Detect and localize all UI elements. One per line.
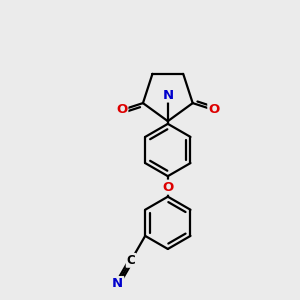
Text: O: O xyxy=(208,103,220,116)
Text: O: O xyxy=(116,103,128,116)
Text: C: C xyxy=(127,254,135,267)
Text: O: O xyxy=(162,181,173,194)
Text: N: N xyxy=(112,277,123,290)
Text: N: N xyxy=(162,88,173,101)
